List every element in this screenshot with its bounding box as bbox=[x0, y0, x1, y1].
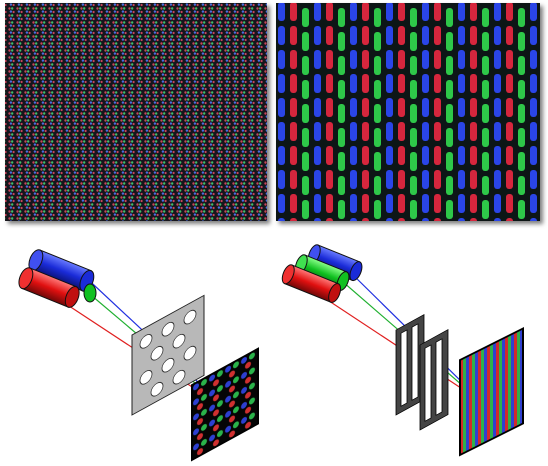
shadow-mask-diagram bbox=[18, 249, 259, 462]
slot-mask-photo bbox=[276, 3, 540, 221]
electron-guns bbox=[18, 249, 97, 308]
aperture-grille-diagram bbox=[281, 244, 524, 457]
phosphor-screen-dots bbox=[191, 347, 259, 462]
phosphor-screen-stripes bbox=[459, 327, 524, 457]
aperture-grille bbox=[395, 313, 449, 431]
electron-guns bbox=[281, 244, 363, 303]
shadow-mask-plate bbox=[131, 294, 205, 416]
dot-triad-photo bbox=[5, 3, 267, 221]
